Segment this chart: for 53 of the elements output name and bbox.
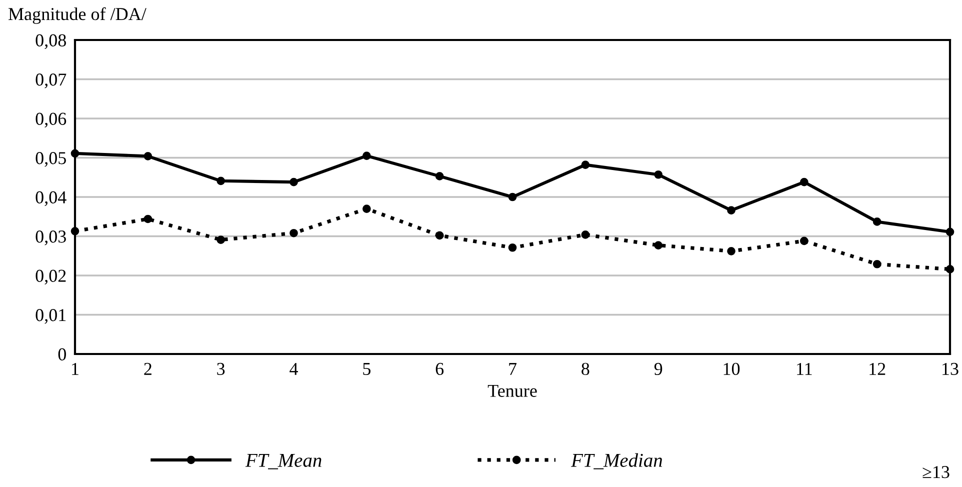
x-tick-label: 6: [436, 362, 444, 376]
y-tick-label: 0,03: [36, 230, 66, 246]
point: [216, 236, 225, 244]
x-tick-label: 7: [509, 363, 516, 375]
x-tick-label: 13: [942, 362, 958, 376]
y-tick-label: 0: [58, 348, 66, 360]
point: [508, 192, 517, 202]
point: [362, 204, 371, 213]
point: [290, 178, 298, 186]
y-tick-label: 0,04: [36, 191, 66, 206]
text: ≥13: [922, 466, 950, 478]
point: [800, 178, 808, 186]
y-tick-label: 0,02: [36, 270, 66, 285]
x-tick-label: 12: [870, 362, 886, 375]
point: [727, 206, 736, 215]
x-tick-label: 3: [217, 362, 225, 376]
point: [872, 218, 882, 226]
point: [362, 152, 371, 160]
point: [435, 231, 444, 240]
point: [144, 214, 152, 224]
x-tick-label: 11: [797, 362, 812, 375]
x-tick-label: 10: [724, 362, 740, 376]
point: [654, 170, 662, 179]
point: [581, 160, 590, 169]
y-tick-label: 0,05: [36, 152, 66, 167]
point: [727, 247, 736, 256]
y-tick-label: 0,06: [36, 112, 66, 128]
point: [654, 241, 662, 250]
x-tick-label: 5: [363, 363, 370, 376]
x-tick-label: 9: [654, 362, 662, 376]
x-tick-label: 1: [72, 362, 78, 375]
point: [216, 176, 225, 186]
point: [70, 149, 80, 158]
x-tick-label: 4: [290, 362, 298, 375]
y-axis-title: Magnitude of /DA/: [8, 7, 146, 24]
point: [872, 260, 882, 268]
x-axis-title: Tenure: [488, 384, 537, 397]
x-tick-label: 2: [144, 362, 152, 375]
legend-label: FT_Mean: [245, 454, 322, 470]
point: [508, 243, 517, 252]
x-tick-label: 8: [582, 362, 590, 376]
point: [946, 228, 954, 236]
y-tick-label: 0,08: [36, 34, 66, 50]
point: [290, 228, 298, 238]
point: [435, 172, 444, 180]
point: [946, 265, 954, 274]
legend-label: FT_Median: [570, 453, 662, 470]
point: [144, 152, 152, 160]
point: [581, 230, 590, 239]
point: [70, 226, 80, 236]
y-tick-label: 0,07: [36, 74, 66, 88]
point: [800, 236, 808, 246]
y-tick-label: 0,01: [36, 309, 66, 324]
